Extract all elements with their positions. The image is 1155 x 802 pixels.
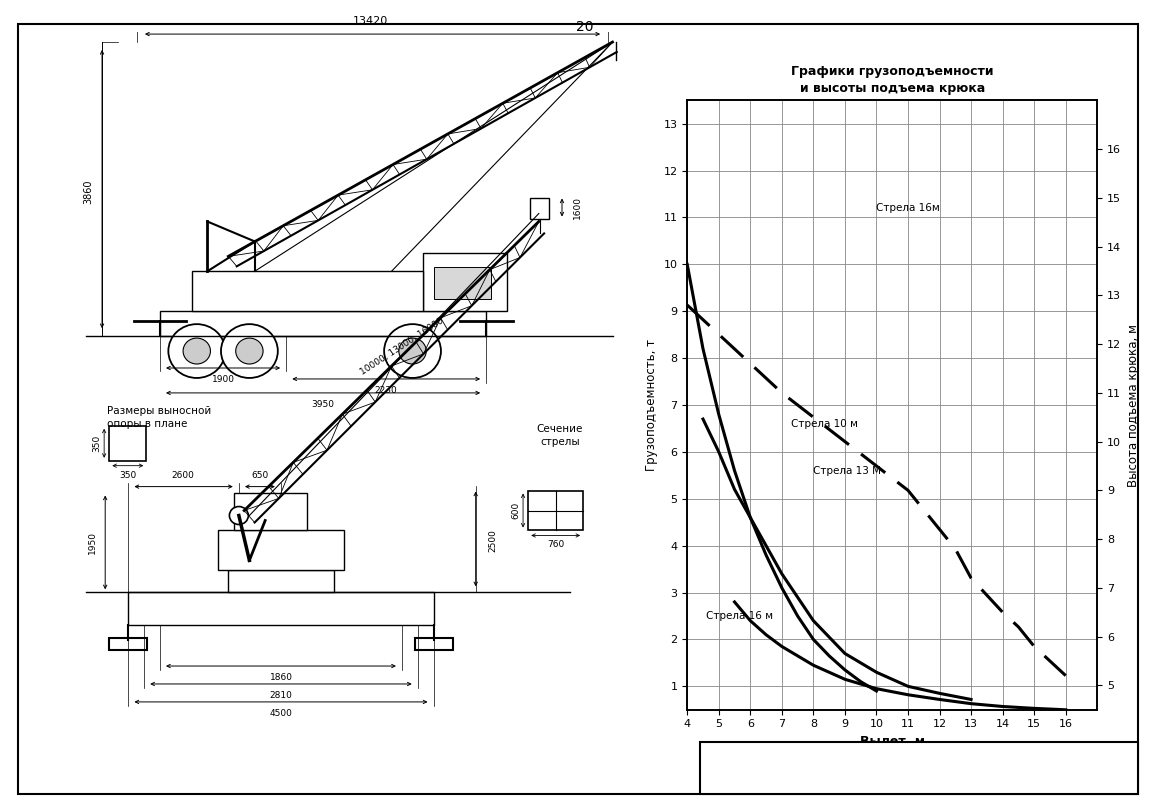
Text: 1860: 1860 xyxy=(269,673,292,682)
Text: 350: 350 xyxy=(119,471,136,480)
Y-axis label: Высота подъема крюка, м: Высота подъема крюка, м xyxy=(1126,323,1140,487)
Circle shape xyxy=(385,324,441,378)
Text: 760: 760 xyxy=(547,541,565,549)
Title: Графики грузоподъемности
и высоты подъема крюка: Графики грузоподъемности и высоты подъем… xyxy=(791,65,993,95)
Text: 13420: 13420 xyxy=(352,16,388,26)
Circle shape xyxy=(184,338,210,364)
Text: 650: 650 xyxy=(252,471,269,480)
Text: 350: 350 xyxy=(92,435,102,452)
Text: СМК - 10: СМК - 10 xyxy=(873,759,964,777)
Circle shape xyxy=(230,507,248,525)
Circle shape xyxy=(236,338,263,364)
Bar xyxy=(423,253,507,311)
Text: 2230: 2230 xyxy=(375,386,397,395)
Circle shape xyxy=(221,324,278,378)
Bar xyxy=(433,267,492,299)
X-axis label: Вылет, м: Вылет, м xyxy=(859,735,925,748)
Text: Стрела 16 м: Стрела 16 м xyxy=(706,611,773,621)
Bar xyxy=(110,426,147,460)
Text: 2500: 2500 xyxy=(489,529,498,552)
Bar xyxy=(233,492,307,530)
Bar xyxy=(128,592,433,626)
Text: 1900: 1900 xyxy=(211,375,234,384)
Text: Стрела 16м: Стрела 16м xyxy=(877,203,940,213)
Text: Стрела 13 М: Стрела 13 М xyxy=(813,466,881,476)
Text: 600: 600 xyxy=(512,502,520,519)
Text: Размеры выносной
опоры в плане: Размеры выносной опоры в плане xyxy=(107,406,211,429)
Text: 1600: 1600 xyxy=(573,196,581,219)
Bar xyxy=(159,311,486,336)
Text: 2810: 2810 xyxy=(269,691,292,700)
Text: 2600: 2600 xyxy=(172,471,194,480)
Circle shape xyxy=(169,324,225,378)
Text: 3860: 3860 xyxy=(83,180,94,204)
Bar xyxy=(528,491,583,530)
Bar xyxy=(530,197,550,220)
Text: 1950: 1950 xyxy=(88,531,97,554)
Text: 3950: 3950 xyxy=(312,400,335,409)
Bar xyxy=(110,638,148,650)
Bar xyxy=(192,271,423,311)
Bar xyxy=(218,530,344,570)
Bar xyxy=(700,742,1138,794)
Circle shape xyxy=(398,338,426,364)
Text: 20: 20 xyxy=(576,20,594,34)
Bar xyxy=(229,570,334,592)
Bar xyxy=(415,638,453,650)
Text: 10000, 13000, 16000: 10000, 13000, 16000 xyxy=(359,316,446,376)
Text: 4500: 4500 xyxy=(269,709,292,718)
Text: Стрела 10 м: Стрела 10 м xyxy=(791,419,858,429)
Text: Сечение
стрелы: Сечение стрелы xyxy=(537,424,583,448)
Y-axis label: Грузоподъемность, т: Грузоподъемность, т xyxy=(644,339,658,471)
